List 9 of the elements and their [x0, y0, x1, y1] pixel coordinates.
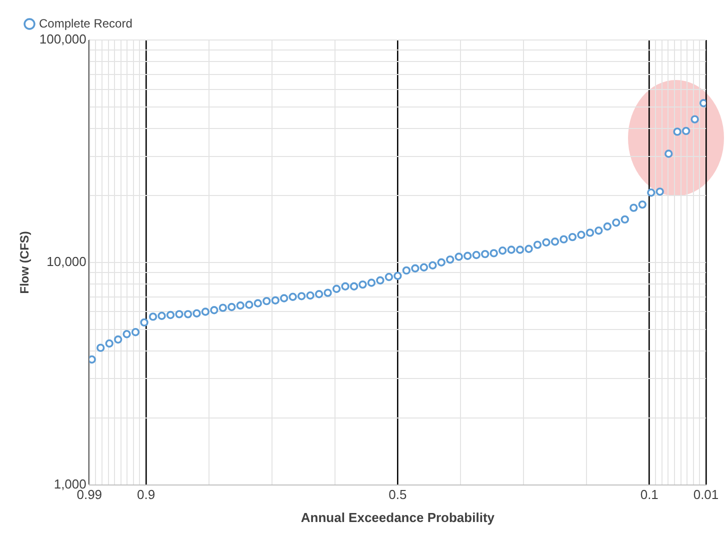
x-axis-title: Annual Exceedance Probability	[300, 510, 496, 525]
legend-label: Complete Record	[39, 16, 132, 30]
y-tick-label: 100,000	[39, 32, 86, 47]
y-tick-label: 10,000	[46, 254, 86, 269]
x-tick-label: 0.9	[136, 487, 156, 502]
x-tick-label: 0.5	[388, 487, 407, 502]
x-tick-label: 0.01	[693, 487, 719, 502]
y-axis-title: Flow (CFS)	[18, 231, 32, 294]
x-tick-label: 0.1	[640, 487, 658, 502]
